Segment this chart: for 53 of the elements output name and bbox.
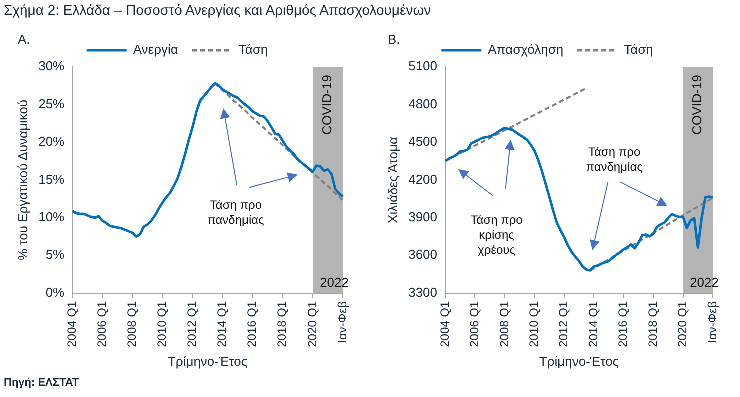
- x-tick-label: 2020 Q1: [305, 301, 320, 348]
- y-tick-label: 3600: [408, 247, 438, 262]
- legend-label: Απασχόληση: [488, 42, 564, 58]
- legend-label: Τάση: [238, 42, 268, 58]
- y-tick-label: 25%: [38, 96, 66, 112]
- x-axis-title: Τρίμηνο-Έτος: [168, 354, 248, 369]
- x-tick-label: 2018 Q1: [275, 301, 290, 348]
- x-tick-label: 2008 Q1: [125, 301, 140, 348]
- chart-title: Σχήμα 2: Ελλάδα – Ποσοστό Ανεργίας και Αριθμός Απασχολουμένων: [4, 2, 432, 18]
- y-tick-label: 20%: [38, 134, 66, 150]
- y-tick-label: 5100: [408, 58, 438, 74]
- y-tick-label: 0%: [46, 284, 66, 300]
- x-tick-label: 2008 Q1: [497, 301, 512, 348]
- text: Πηγή: ΕΛΣΤΑΤ: [4, 377, 80, 389]
- y-tick-label: 5%: [46, 247, 66, 262]
- x-tick-label: 2010 Q1: [155, 301, 170, 348]
- annotation: Τάση προ πανδημίας: [208, 198, 265, 228]
- annotation: 2022: [320, 274, 349, 290]
- x-axis-title: Τρίμηνο-Έτος: [539, 354, 620, 369]
- x-tick-label: 2010 Q1: [526, 301, 541, 348]
- y-tick-label: 10%: [38, 209, 66, 224]
- annotation: Τάση προ πανδημίας: [586, 144, 644, 174]
- x-tick-label: 2012 Q1: [556, 301, 571, 348]
- x-tick-label: 2006 Q1: [94, 301, 109, 348]
- annotation: 2022: [690, 274, 719, 290]
- x-tick-label: Ιαν-Φεβ: [705, 301, 720, 344]
- x-tick-label: 2020 Q1: [676, 301, 690, 348]
- y-tick-label: 4500: [408, 134, 438, 150]
- y-tick-label: 3300: [408, 284, 438, 300]
- x-tick-label: 2016 Q1: [616, 301, 630, 348]
- y-axis-title: Χιλιάδες Άτομα: [385, 136, 400, 224]
- y-axis-title: % του Εργατικού Δυναμικού: [15, 100, 30, 260]
- x-tick-label: 2004 Q1: [64, 301, 79, 348]
- band-label: COVID-19: [320, 75, 335, 135]
- y-tick-label: 3900: [408, 209, 438, 224]
- y-tick-label: 4200: [408, 172, 438, 187]
- x-tick-label: 2018 Q1: [646, 301, 660, 348]
- x-tick-label: 2012 Q1: [185, 301, 200, 348]
- band-label: COVID-19: [690, 75, 705, 135]
- y-tick-label: 4800: [408, 96, 438, 112]
- x-tick-label: 2004 Q1: [438, 301, 452, 348]
- chart-subtitle: Β.: [388, 32, 400, 47]
- annotation: Τάση προ κρίσης χρέους: [470, 212, 524, 257]
- legend-label: Ανεργία: [133, 42, 179, 58]
- x-tick-label: 2014 Q1: [215, 301, 230, 348]
- y-tick-label: 15%: [38, 172, 66, 187]
- legend-label: Τάση: [624, 42, 654, 58]
- x-tick-label: 2006 Q1: [468, 301, 482, 348]
- y-tick-label: 30%: [38, 58, 66, 74]
- chart-subtitle: Α.: [18, 32, 30, 47]
- x-tick-label: 2016 Q1: [245, 301, 260, 348]
- x-tick-label: Ιαν-Φεβ: [335, 301, 350, 344]
- x-tick-label: 2014 Q1: [586, 301, 600, 348]
